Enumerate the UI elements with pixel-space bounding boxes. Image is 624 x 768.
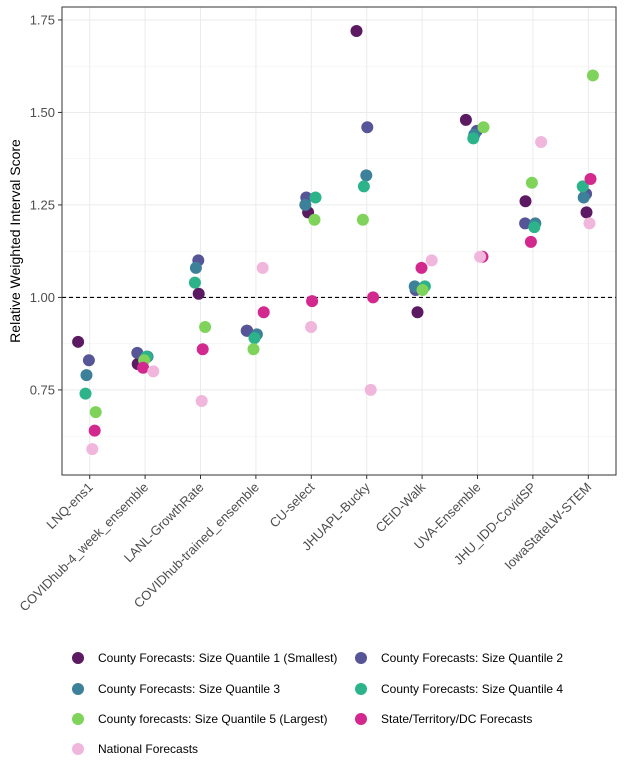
data-point (247, 343, 260, 356)
data-point (306, 295, 319, 308)
data-point (360, 169, 373, 182)
legend: County Forecasts: Size Quantile 1 (Small… (72, 651, 563, 756)
x-tick-label: CEID-Walk (373, 479, 429, 535)
data-point (415, 261, 428, 274)
data-point (477, 121, 490, 134)
data-point (256, 261, 269, 274)
x-axis: LNQ-ens1COVIDhub-4_week_ensembleLANL-Gro… (16, 475, 594, 614)
data-point (525, 176, 538, 189)
data-point (584, 173, 597, 186)
legend-label: County Forecasts: Size Quantile 4 (381, 682, 563, 696)
data-point (88, 424, 101, 437)
data-point (72, 335, 85, 348)
data-point (474, 250, 487, 263)
data-point (80, 369, 93, 382)
data-point (82, 354, 95, 367)
data-point (577, 191, 590, 204)
data-point (189, 261, 202, 274)
data-point (309, 191, 322, 204)
data-point (583, 217, 596, 230)
y-tick-label: 1.75 (30, 12, 55, 27)
panel-border (61, 6, 617, 476)
y-tick-label: 1.50 (30, 105, 55, 120)
data-point (524, 235, 537, 248)
data-point (308, 213, 321, 226)
y-tick-label: 1.25 (30, 197, 55, 212)
data-point (528, 221, 541, 234)
data-point (467, 132, 480, 145)
legend-label: National Forecasts (98, 742, 198, 756)
data-point (357, 180, 370, 193)
data-point (350, 25, 363, 38)
legend-key (355, 683, 367, 695)
data-point (586, 69, 599, 82)
data-point (188, 276, 201, 289)
data-point (196, 343, 209, 356)
x-tick-label: CU-select (266, 479, 317, 530)
data-point (192, 287, 205, 300)
data-point (79, 387, 92, 400)
data-point (305, 321, 318, 334)
data-point (248, 332, 261, 345)
data-point (576, 180, 589, 193)
data-point (580, 206, 593, 219)
legend-key (72, 652, 84, 664)
data-point (240, 324, 253, 337)
data-point (257, 306, 270, 319)
y-axis: 0.75 1.00 1.25 1.50 1.75 (30, 12, 62, 397)
legend-label: County forecasts: Size Quantile 5 (Large… (98, 712, 327, 726)
y-tick-label: 1.00 (30, 290, 55, 305)
data-point (195, 395, 208, 408)
data-point (535, 136, 548, 149)
data-point (425, 254, 438, 267)
data-point (367, 291, 380, 304)
data-point (411, 306, 424, 319)
legend-label: County Forecasts: Size Quantile 1 (Small… (98, 651, 337, 665)
legend-key (355, 652, 367, 664)
data-point (89, 406, 102, 419)
data-point (86, 443, 99, 456)
data-point (137, 361, 150, 374)
data-point (519, 195, 532, 208)
legend-label: State/Territory/DC Forecasts (381, 712, 532, 726)
y-tick-label: 0.75 (30, 382, 55, 397)
data-point (459, 113, 472, 126)
points-layer (72, 25, 599, 456)
legend-key (72, 683, 84, 695)
legend-key (355, 713, 367, 725)
data-point (199, 321, 212, 334)
y-axis-label: Relative Weighted Interval Score (7, 139, 23, 343)
data-point (147, 365, 160, 378)
data-point (299, 198, 312, 211)
legend-key (72, 743, 84, 755)
data-point (416, 284, 429, 297)
data-point (356, 213, 369, 226)
data-point (519, 217, 532, 230)
x-tick-label: LNQ-ens1 (43, 480, 96, 533)
data-point (361, 121, 374, 134)
legend-label: County Forecasts: Size Quantile 3 (98, 682, 280, 696)
legend-label: County Forecasts: Size Quantile 2 (381, 651, 563, 665)
data-point (364, 383, 377, 396)
legend-key (72, 713, 84, 725)
